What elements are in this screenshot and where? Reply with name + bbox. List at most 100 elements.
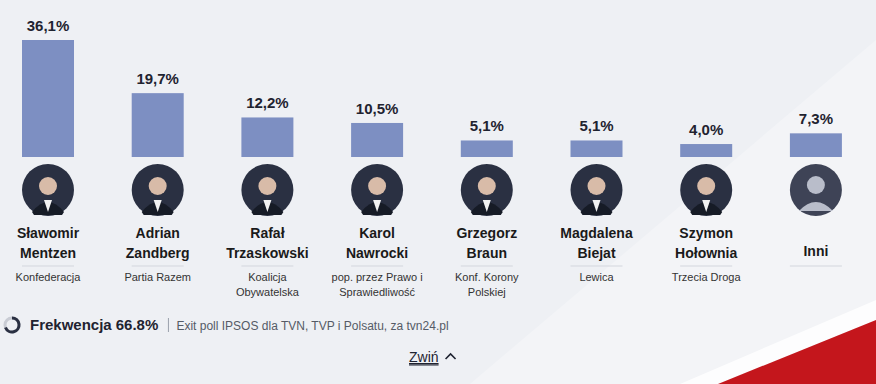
category-label: Grzegorz Braun xyxy=(456,225,517,261)
separator xyxy=(680,266,732,267)
name-line: Magdalena xyxy=(560,225,633,241)
data-label: 4,0% xyxy=(689,121,723,138)
avatar-circle xyxy=(790,164,842,216)
separator xyxy=(351,266,403,267)
name-line: Mentzen xyxy=(20,245,76,261)
footer: Frekwencja66.8% Exit poll IPSOS dla TVN, … xyxy=(5,316,456,365)
bar xyxy=(680,144,732,157)
background xyxy=(0,0,876,384)
bar xyxy=(22,40,74,157)
separator xyxy=(790,266,842,267)
name-line: Sławomir xyxy=(17,225,80,241)
bar xyxy=(461,140,513,157)
source: Exit poll IPSOS dla TVN, TVP i Polsatu, … xyxy=(176,319,448,333)
party-label: Konf. KoronyPolskiej xyxy=(455,271,519,298)
avatar xyxy=(571,164,623,216)
category-label: Szymon Hołownia xyxy=(675,225,737,261)
avatar xyxy=(241,164,293,216)
category-label: Karol Nawrocki xyxy=(346,225,408,261)
avatar-body xyxy=(799,202,833,211)
avatar-shirt xyxy=(44,200,52,212)
avatar-head xyxy=(807,176,825,194)
name-line: Braun xyxy=(467,245,507,261)
name-line: Rafał xyxy=(250,225,284,241)
avatar-shirt xyxy=(483,200,491,212)
party-line: Partia Razem xyxy=(124,271,191,283)
turnout: Frekwencja66.8% xyxy=(30,316,158,333)
party-line: Polskiej xyxy=(468,286,506,298)
party-line: Trzecia Droga xyxy=(672,271,742,283)
data-label: 10,5% xyxy=(356,100,399,117)
avatar xyxy=(461,164,513,216)
separator xyxy=(241,266,293,267)
avatar-circle xyxy=(351,164,403,216)
avatar xyxy=(351,164,403,216)
turnout-label: Frekwencja xyxy=(30,316,112,333)
name-line: Grzegorz xyxy=(456,225,517,241)
turnout-icon xyxy=(5,318,19,332)
avatar-shirt xyxy=(373,200,381,212)
turnout-value: 66.8% xyxy=(116,316,159,333)
name-line: Nawrocki xyxy=(346,245,408,261)
avatar-circle xyxy=(571,164,623,216)
avatar-circle xyxy=(241,164,293,216)
data-label: 5,1% xyxy=(579,117,613,134)
party-label: KoalicjaObywatelska xyxy=(236,271,300,298)
collapse-chevron[interactable] xyxy=(446,354,456,359)
background-shape xyxy=(470,40,876,384)
bar xyxy=(132,93,184,157)
avatar-head xyxy=(478,177,496,195)
party-label: Partia Razem xyxy=(124,271,191,283)
collapse-underline xyxy=(409,365,439,366)
separator xyxy=(132,266,184,267)
avatar-head xyxy=(588,177,606,195)
name-line: Trzaskowski xyxy=(226,245,309,261)
avatar-circle xyxy=(680,164,732,216)
data-label: 36,1% xyxy=(27,17,70,34)
avatar-circle xyxy=(132,164,184,216)
category-label: Adrian Zandberg xyxy=(126,225,190,261)
data-label: 19,7% xyxy=(136,70,179,87)
name-line: Hołownia xyxy=(675,245,737,261)
bars xyxy=(22,40,842,157)
avatar-circle xyxy=(461,164,513,216)
separator xyxy=(461,266,513,267)
separator xyxy=(168,318,169,332)
name-line: Szymon xyxy=(679,225,733,241)
turnout-icon-arc xyxy=(6,318,20,332)
data-label: 12,2% xyxy=(246,94,289,111)
avatar-head xyxy=(368,177,386,195)
avatar xyxy=(22,164,74,216)
party-line: Koalicja xyxy=(248,271,287,283)
party-label: pop. przez Prawo iSprawiedliwość xyxy=(332,271,423,298)
separator xyxy=(22,266,74,267)
data-label: 7,3% xyxy=(799,110,833,127)
name-line: Karol xyxy=(359,225,395,241)
avatar-head xyxy=(258,177,276,195)
party-label: Trzecia Droga xyxy=(672,271,742,283)
bar xyxy=(241,117,293,157)
avatar xyxy=(680,164,732,216)
category-label: Sławomir Mentzen xyxy=(17,225,80,261)
background-stripe xyxy=(680,300,876,384)
name-line: Zandberg xyxy=(126,245,190,261)
separator xyxy=(571,266,623,267)
collapse-link[interactable]: Zwiń xyxy=(409,349,439,365)
party-line: Konfederacja xyxy=(16,271,82,283)
bar xyxy=(571,140,623,157)
bar xyxy=(790,133,842,157)
avatar-circle xyxy=(22,164,74,216)
avatar-shirt xyxy=(154,200,162,212)
avatar-shirt xyxy=(593,200,601,212)
category-label: Inni xyxy=(803,243,828,259)
avatar-head xyxy=(149,177,167,195)
name-line: Biejat xyxy=(577,245,615,261)
data-label: 5,1% xyxy=(470,117,504,134)
avatar-head xyxy=(39,177,57,195)
avatar-shirt xyxy=(263,200,271,212)
party-label: Lewica xyxy=(579,271,614,283)
category-label: Magdalena Biejat xyxy=(560,225,633,261)
name-line: Adrian xyxy=(136,225,180,241)
bar xyxy=(351,123,403,157)
background-red xyxy=(718,320,876,384)
